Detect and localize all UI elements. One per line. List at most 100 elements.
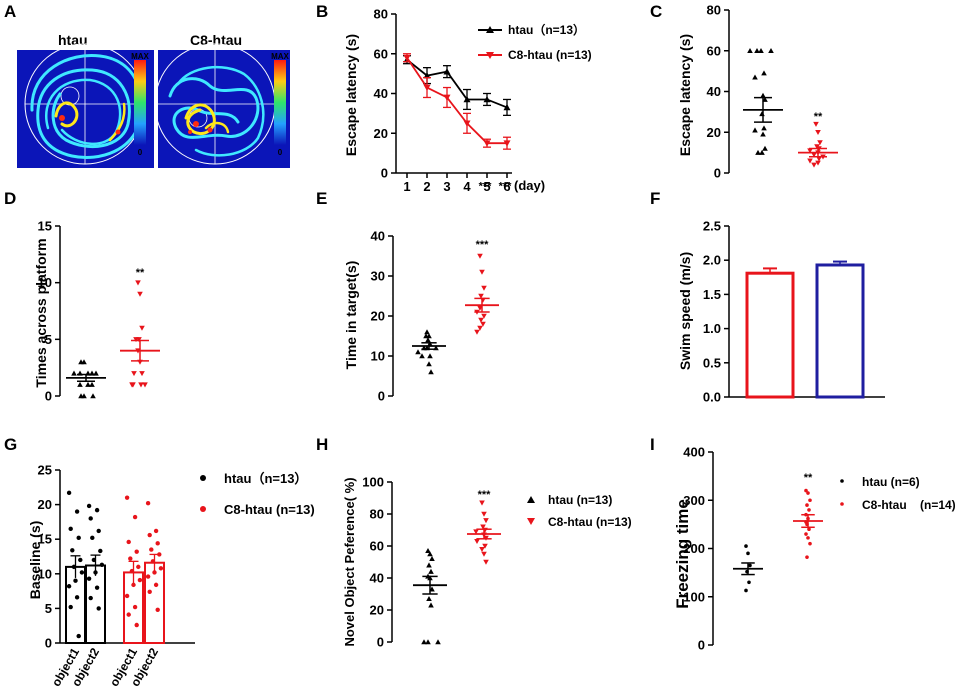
y-tick-label: 0.5 (703, 355, 721, 370)
data-point (155, 607, 160, 612)
data-point (478, 293, 484, 299)
y-tick-label: 2.0 (703, 253, 721, 268)
y-tick-label: 20 (370, 603, 384, 618)
colorbar (134, 60, 146, 145)
data-point (78, 359, 84, 365)
data-point (74, 595, 80, 600)
data-point (811, 152, 817, 158)
y-tick-label: 100 (683, 589, 705, 604)
data-point (483, 518, 489, 524)
legend-item-c8-htau: C8-htau (n=14) (840, 498, 956, 512)
data-point (761, 125, 767, 131)
axes: 0 20 40 60 80 (707, 3, 730, 181)
data-point (89, 381, 95, 387)
y-tick-label: 40 (374, 86, 388, 101)
data-point (463, 95, 471, 103)
data-point (428, 369, 434, 375)
bar (815, 263, 865, 399)
data-point (806, 536, 810, 540)
y-axis-title: Time in target(s) (343, 261, 359, 370)
plot-marks: *** (413, 489, 501, 645)
data-point (93, 570, 98, 575)
y-tick-label: 400 (683, 445, 705, 460)
data-point (427, 551, 433, 557)
data-point (124, 495, 130, 500)
y-tick-label: 0 (381, 166, 388, 181)
data-point (66, 584, 72, 589)
panel-letter-g: G (4, 435, 17, 454)
data-point (150, 559, 156, 564)
data-point (139, 371, 145, 377)
data-point (98, 548, 103, 554)
series-line (406, 59, 508, 109)
legend-item-htau: htau (n=13) (527, 493, 612, 507)
y-tick-label: 25 (38, 463, 52, 478)
data-point (481, 551, 487, 557)
data-point (85, 381, 91, 387)
significance-label: ** (804, 472, 813, 484)
data-point (481, 511, 487, 517)
data-point (474, 538, 480, 544)
y-tick-label: 0 (377, 635, 384, 650)
data-point (482, 543, 488, 549)
legend-label: C8-htau (n=13) (224, 502, 315, 517)
y-tick-label: 10 (38, 566, 52, 581)
heatmap-htau: MAX 0 (17, 43, 154, 168)
data-point (425, 548, 431, 554)
data-point (128, 556, 133, 561)
panel-c: Escape latency (s) 0 20 40 60 80 ** (677, 3, 838, 181)
y-tick-label: 20 (374, 126, 388, 141)
data-point (754, 47, 760, 53)
y-tick-label: 20 (38, 497, 52, 512)
data-point (142, 382, 148, 388)
data-point (73, 578, 78, 583)
data-point (429, 556, 435, 562)
colorbar-max-label: MAX (131, 52, 149, 61)
data-point (132, 514, 138, 520)
data-point (139, 325, 145, 331)
x-tick-label: 1 (403, 179, 410, 194)
data-point (817, 140, 823, 146)
legend: htau (n=13) C8-htau (n=13) (527, 493, 632, 529)
data-point (746, 551, 750, 556)
data-point (755, 149, 761, 155)
data-point (86, 503, 92, 509)
legend-item-htau: htau (n=6) (840, 475, 920, 489)
data-point (88, 516, 93, 521)
y-axis-title: Novel Object Peference( %) (342, 477, 357, 646)
colorbar-min-label: 0 (278, 148, 283, 157)
panel-letter-e: E (316, 189, 327, 208)
heatmap-title-c8-htau: C8-htau (190, 32, 242, 48)
data-point (811, 162, 817, 168)
data-point (435, 639, 441, 645)
y-tick-label: 40 (371, 229, 385, 244)
data-point (129, 568, 135, 574)
data-point (428, 602, 434, 608)
data-point (477, 325, 483, 331)
y-tick-label: 0 (698, 638, 705, 653)
axes: 0 20 40 60 80 100 (362, 475, 393, 650)
colorbar-min-label: 0 (138, 148, 143, 157)
data-point (137, 577, 143, 583)
legend-label: htau（n=13） (224, 471, 307, 486)
data-point (473, 529, 479, 535)
y-tick-label: 100 (362, 475, 384, 490)
data-point (126, 539, 131, 545)
data-point (752, 127, 758, 133)
heatmap-c8-htau: MAX 0 (154, 43, 290, 168)
data-point (145, 501, 151, 506)
data-point (96, 528, 101, 534)
y-tick-label: 60 (370, 539, 384, 554)
panel-letter-d: D (4, 189, 16, 208)
series-line (406, 57, 507, 145)
data-point (88, 595, 93, 601)
data-point (415, 349, 421, 355)
data-point (760, 131, 766, 137)
data-point (158, 566, 164, 571)
plot-marks: *** (412, 239, 499, 375)
data-point (759, 111, 765, 117)
data-point (427, 353, 433, 359)
data-point (768, 47, 774, 53)
